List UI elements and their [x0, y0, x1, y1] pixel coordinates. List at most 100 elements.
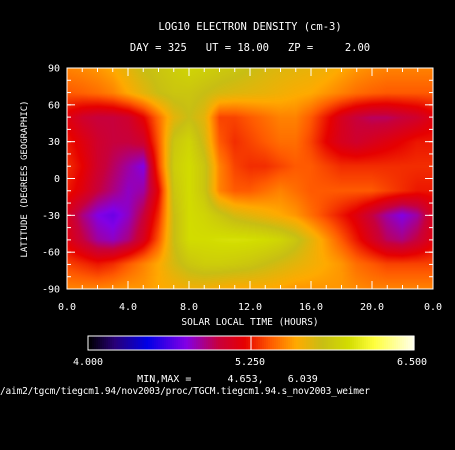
- colorbar-segment: [110, 336, 113, 350]
- y-tick-label: -30: [42, 211, 60, 222]
- colorbar-segment: [138, 336, 141, 350]
- colorbar-segment: [400, 336, 403, 350]
- colorbar-segment: [410, 336, 413, 350]
- colorbar-segment: [366, 336, 369, 350]
- x-tick-label: 16.0: [299, 302, 323, 313]
- colorbar-segment: [214, 336, 217, 350]
- colorbar-segment: [296, 336, 299, 350]
- colorbar-segment: [194, 336, 197, 350]
- colorbar-segment: [232, 336, 235, 350]
- colorbar-segment: [376, 336, 379, 350]
- colorbar-segment: [158, 336, 161, 350]
- colorbar-segment: [248, 336, 251, 350]
- colorbar-segment: [200, 336, 203, 350]
- colorbar-segment: [282, 336, 285, 350]
- colorbar-segment: [294, 336, 297, 350]
- colorbar-segment: [266, 336, 269, 350]
- colorbar-segment: [136, 336, 139, 350]
- colorbar-segment: [290, 336, 293, 350]
- y-axis-label: LATITUDE (DEGREES GEOGRAPHIC): [20, 100, 30, 257]
- colorbar-segment: [148, 336, 151, 350]
- colorbar-segment: [222, 336, 225, 350]
- colorbar-segment: [174, 336, 177, 350]
- colorbar-segment: [202, 336, 205, 350]
- colorbar-segment: [228, 336, 231, 350]
- colorbar-segment: [188, 336, 191, 350]
- colorbar-segment: [90, 336, 93, 350]
- colorbar-segment: [134, 336, 137, 350]
- colorbar-segment: [178, 336, 181, 350]
- colorbar-segment: [106, 336, 109, 350]
- colorbar-segment: [288, 336, 291, 350]
- colorbar-segment: [382, 336, 385, 350]
- x-tick-label: 4.0: [119, 302, 137, 313]
- colorbar-segment: [120, 336, 123, 350]
- colorbar-segment: [310, 336, 313, 350]
- colorbar-segment: [384, 336, 387, 350]
- colorbar-segment: [182, 336, 185, 350]
- colorbar-segment: [350, 336, 353, 350]
- colorbar-segment: [312, 336, 315, 350]
- colorbar-segment: [274, 336, 277, 350]
- colorbar-segment: [300, 336, 303, 350]
- colorbar-segment: [246, 336, 249, 350]
- colorbar-segment: [304, 336, 307, 350]
- colorbar-segment: [172, 336, 175, 350]
- colorbar-segment: [334, 336, 337, 350]
- colorbar-segment: [344, 336, 347, 350]
- colorbar-segment: [358, 336, 361, 350]
- colorbar-segment: [252, 336, 255, 350]
- axis-ticks: [66, 67, 434, 290]
- colorbar-segment: [104, 336, 107, 350]
- colorbar-segment: [254, 336, 257, 350]
- colorbar-segment: [132, 336, 135, 350]
- colorbar-segment: [342, 336, 345, 350]
- colorbar-segment: [314, 336, 317, 350]
- colorbar-segment: [108, 336, 111, 350]
- colorbar-segment: [162, 336, 165, 350]
- colorbar-segment: [220, 336, 223, 350]
- colorbar-segment: [168, 336, 171, 350]
- colorbar-segment: [152, 336, 155, 350]
- heatmap-field: [67, 68, 433, 289]
- colorbar-segment: [242, 336, 245, 350]
- colorbar-segment: [352, 336, 355, 350]
- colorbar-segment: [298, 336, 301, 350]
- colorbar-segment: [370, 336, 373, 350]
- y-tick-label: -60: [42, 248, 60, 259]
- colorbar-segment: [92, 336, 95, 350]
- colorbar-segment: [260, 336, 263, 350]
- colorbar-segment: [176, 336, 179, 350]
- colorbar-segment: [256, 336, 259, 350]
- colorbar-segment: [412, 336, 415, 350]
- colorbar-segment: [150, 336, 153, 350]
- colorbar-segment: [326, 336, 329, 350]
- colorbar-segment: [268, 336, 271, 350]
- colorbar-segment: [180, 336, 183, 350]
- colorbar-segment: [332, 336, 335, 350]
- colorbar-segment: [394, 336, 397, 350]
- colorbar-segment: [130, 336, 133, 350]
- colorbar-segment: [262, 336, 265, 350]
- colorbar-segment: [318, 336, 321, 350]
- colorbar-segment: [156, 336, 159, 350]
- min-max-label: MIN,MAX =: [137, 374, 192, 385]
- colorbar-segment: [112, 336, 115, 350]
- colorbar-segment: [336, 336, 339, 350]
- colorbar-segment: [230, 336, 233, 350]
- colorbar-segment: [356, 336, 359, 350]
- colorbar-segment: [142, 336, 145, 350]
- colorbar-segment: [94, 336, 97, 350]
- colorbar-segment: [388, 336, 391, 350]
- colorbar-segment: [338, 336, 341, 350]
- colorbar-segment: [406, 336, 409, 350]
- colorbar-segment: [226, 336, 229, 350]
- colorbar-min-label: 4.000: [73, 357, 103, 368]
- colorbar-segment: [218, 336, 221, 350]
- colorbar-segment: [272, 336, 275, 350]
- x-tick-label: 8.0: [180, 302, 198, 313]
- x-tick-label: 20.0: [360, 302, 384, 313]
- colorbar-segment: [284, 336, 287, 350]
- max-value: 6.039: [287, 374, 318, 385]
